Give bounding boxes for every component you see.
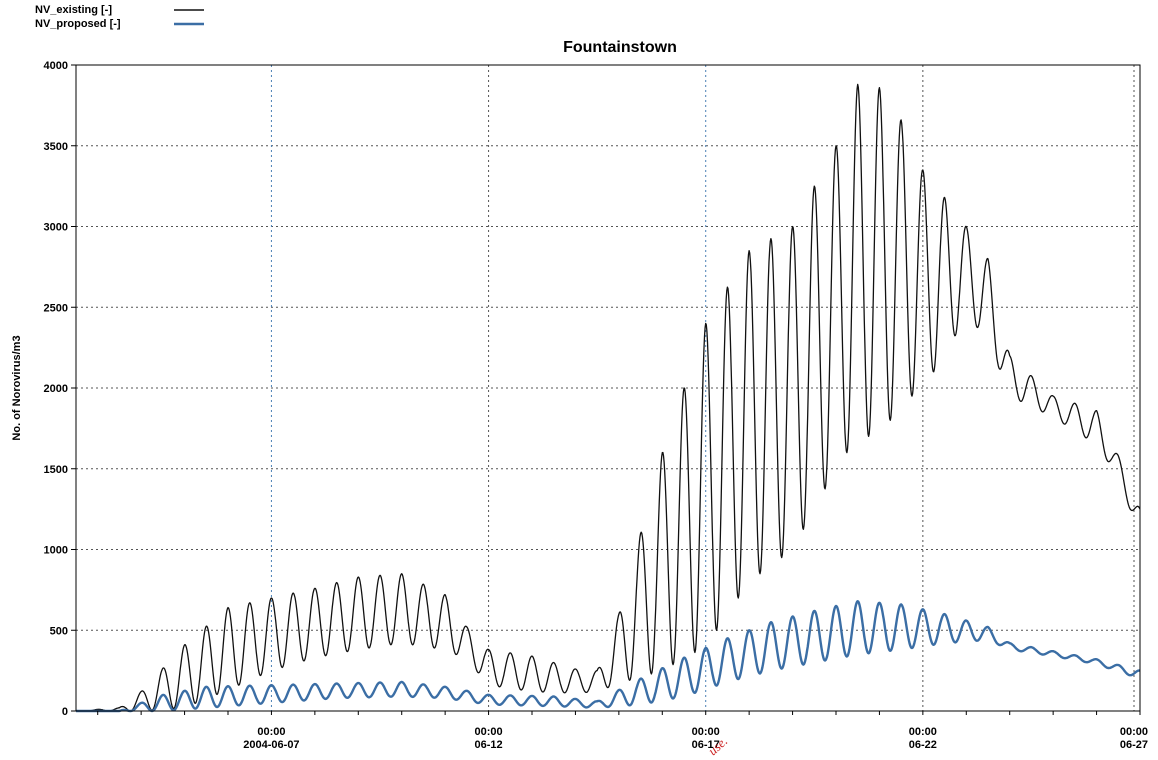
tick-labels: 0500100015002000250030003500400000:00200… xyxy=(44,60,1148,751)
x-tick-date: 06-22 xyxy=(909,739,937,751)
y-tick-label: 0 xyxy=(62,706,68,718)
y-tick-label: 500 xyxy=(50,625,68,637)
y-tick-label: 3500 xyxy=(44,141,68,153)
x-tick-date: 06-27 xyxy=(1120,739,1148,751)
legend: NV_existing [-] NV_proposed [-] xyxy=(35,4,204,30)
plot-frame xyxy=(75,64,1141,712)
y-tick-label: 3000 xyxy=(44,222,68,234)
series-layer xyxy=(75,83,1141,713)
y-tick-label: 2000 xyxy=(44,383,68,395)
legend-label-existing: NV_existing [-] xyxy=(35,4,112,16)
x-tick-time: 00:00 xyxy=(692,726,720,738)
legend-label-proposed: NV_proposed [-] xyxy=(35,18,121,30)
chart-title: Fountainstown xyxy=(563,39,677,56)
x-tick-date: 06-17 xyxy=(692,739,720,751)
y-tick-label: 4000 xyxy=(44,60,68,72)
x-tick-date: 2004-06-07 xyxy=(243,739,299,751)
y-axis-label: No. of Norovirus/m3 xyxy=(11,335,23,440)
x-tick-time: 00:00 xyxy=(1120,726,1148,738)
x-tick-time: 00:00 xyxy=(909,726,937,738)
x-tick-date: 06-12 xyxy=(475,739,503,751)
x-tick-time: 00:00 xyxy=(475,726,503,738)
series-line-nv-existing xyxy=(75,83,1141,712)
y-tick-label: 1000 xyxy=(44,545,68,557)
grid xyxy=(76,65,1140,711)
y-tick-label: 2500 xyxy=(44,302,68,314)
x-tick-time: 00:00 xyxy=(257,726,285,738)
series-line-nv-proposed xyxy=(75,600,1141,713)
y-tick-label: 1500 xyxy=(44,464,68,476)
